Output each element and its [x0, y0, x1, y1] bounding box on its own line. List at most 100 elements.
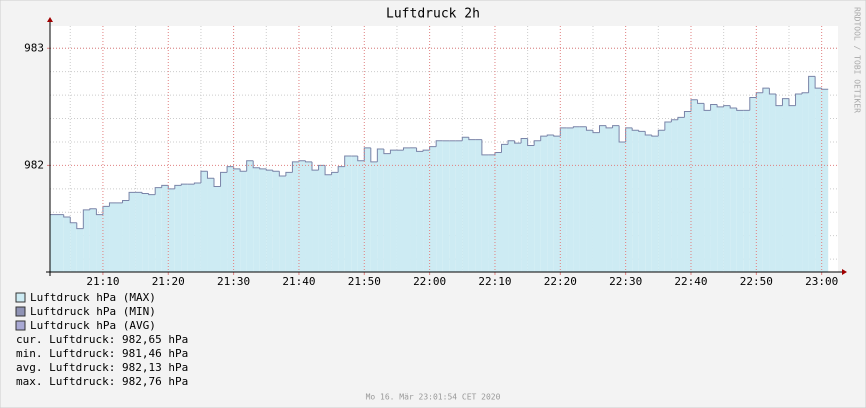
area-step [449, 140, 456, 272]
area-step [521, 138, 528, 272]
step-line [193, 182, 201, 185]
area-step [508, 140, 515, 272]
area-step [671, 119, 678, 272]
step-line [683, 111, 691, 118]
y-axis-arrow [47, 17, 53, 22]
step-line [657, 129, 665, 137]
area-step [312, 170, 319, 272]
area-step [161, 185, 169, 272]
area-step [769, 93, 776, 272]
area-step [122, 200, 130, 272]
area-step [220, 172, 228, 272]
area-step [129, 192, 136, 272]
x-tick-label: 23:00 [805, 275, 838, 288]
area-step [599, 125, 607, 272]
step-line [559, 127, 567, 137]
area-step [233, 168, 241, 272]
area-step [736, 110, 744, 272]
step-line [808, 75, 816, 93]
area-step [272, 171, 280, 272]
area-step [109, 202, 116, 272]
area-step [416, 151, 424, 272]
step-line [69, 216, 77, 224]
step-line [370, 147, 378, 163]
area-step [462, 137, 469, 272]
step-line [331, 171, 339, 175]
area-step [782, 98, 789, 272]
area-step [645, 134, 652, 272]
step-line [383, 149, 391, 155]
step-line [533, 140, 541, 146]
area-step [481, 154, 489, 272]
step-line [638, 130, 646, 132]
x-tick-label: 22:50 [740, 275, 773, 288]
area-step [795, 93, 803, 272]
area-step [253, 167, 260, 272]
legend-label: Luftdruck hPa (AVG) [30, 319, 156, 332]
step-line [402, 147, 411, 151]
area-step [351, 156, 358, 272]
area-step [96, 214, 103, 272]
y-tick-label: 983 [24, 41, 44, 54]
step-line [527, 138, 535, 146]
step-line [82, 209, 90, 229]
area-step [762, 88, 770, 272]
step-line [226, 166, 234, 173]
area-step [390, 150, 397, 272]
step-line [422, 149, 430, 152]
step-line [762, 87, 770, 93]
step-line [710, 103, 718, 111]
area-step [174, 185, 182, 272]
area-step [573, 126, 580, 272]
area-step [63, 216, 71, 272]
area-step [377, 149, 384, 272]
stat-line: max. Luftdruck: 982,76 hPa [16, 375, 188, 388]
area-step [625, 127, 633, 273]
area-step [527, 145, 535, 272]
step-line [801, 92, 809, 94]
area-step [475, 139, 482, 272]
x-tick-label: 21:50 [348, 275, 381, 288]
area-step [423, 150, 430, 272]
step-line [553, 134, 561, 137]
area-step [148, 194, 156, 272]
area-step [168, 188, 175, 272]
area-step [619, 141, 626, 272]
step-line [736, 108, 744, 111]
area-step [592, 132, 600, 272]
area-step [717, 106, 724, 272]
area-step [612, 125, 620, 272]
stat-line: avg. Luftdruck: 982,13 hPa [16, 361, 188, 374]
area-step [697, 103, 705, 272]
area-step [318, 165, 326, 272]
step-line [651, 134, 659, 137]
area-step [370, 161, 378, 272]
area-step [135, 192, 143, 272]
step-line [213, 178, 221, 187]
step-line [246, 160, 254, 172]
stat-line: cur. Luftdruck: 982,65 hPa [16, 333, 188, 346]
area-step [344, 156, 352, 272]
area-step [553, 136, 561, 272]
area-step [756, 92, 763, 273]
area-step [501, 144, 509, 272]
area-step [240, 171, 247, 272]
area-step [730, 108, 737, 272]
area-step [279, 175, 286, 272]
step-line [220, 171, 228, 187]
area-step [632, 130, 639, 272]
step-line [814, 76, 822, 89]
area-step [788, 105, 796, 273]
step-line [344, 155, 352, 167]
x-tick-label: 21:20 [152, 275, 185, 288]
step-line [128, 191, 136, 201]
area-step [383, 153, 391, 272]
area-step [285, 172, 293, 272]
step-line [154, 187, 162, 195]
step-line [89, 208, 97, 210]
x-tick-label: 21:10 [86, 275, 119, 288]
area-step [723, 105, 731, 273]
area-step [710, 104, 718, 272]
area-step [821, 89, 829, 272]
stat-line: min. Luftdruck: 981,46 hPa [16, 347, 188, 360]
